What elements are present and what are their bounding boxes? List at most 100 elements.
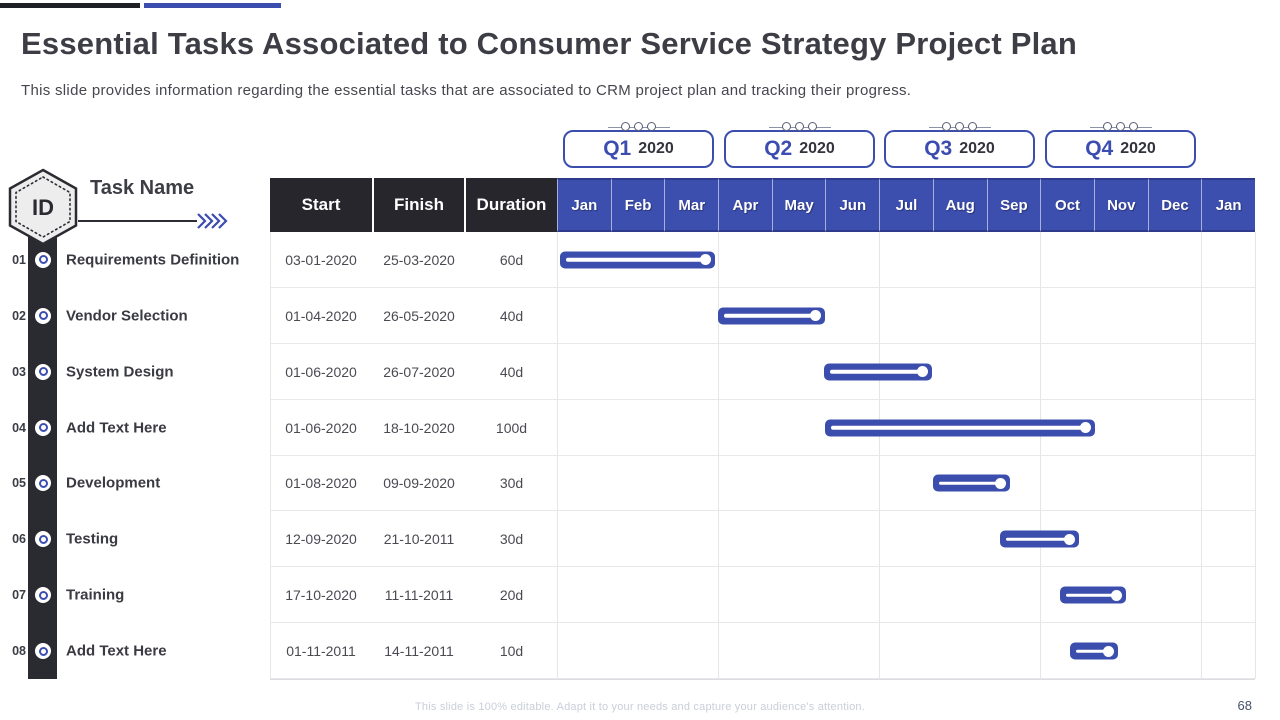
task-name: Add Text Here	[66, 419, 167, 437]
row-separator	[270, 398, 1255, 400]
gantt-bar-end-dot	[700, 254, 712, 266]
task-row: 06 Testing 12-09-2020 21-10-2011 30d	[0, 511, 1255, 568]
month-header-0: Jan	[557, 178, 611, 232]
gantt-bar-track	[1005, 537, 1066, 542]
gantt-bar-track	[565, 258, 703, 262]
task-row: 02 Vendor Selection 01-04-2020 26-05-2020 40…	[0, 288, 1255, 344]
row-separator	[270, 510, 1255, 512]
task-name-legend-label: Task Name	[90, 177, 195, 199]
task-bullet-icon	[35, 363, 51, 380]
gantt-bar-track	[829, 369, 919, 374]
task-id: 06	[12, 532, 26, 547]
page-subtitle: This slide provides information regardin…	[21, 82, 912, 99]
quarter-timeline-dots-icon	[928, 122, 991, 133]
gantt-bar	[932, 474, 1011, 492]
task-start-date: 01-06-2020	[285, 363, 357, 380]
id-badge-label: ID	[32, 195, 54, 220]
task-name: System Design	[66, 363, 174, 381]
gantt-bar-track	[724, 314, 813, 318]
timeline-dot-icon	[646, 122, 656, 131]
page-title: Essential Tasks Associated to Consumer S…	[21, 26, 1077, 61]
task-finish-date: 26-07-2020	[383, 363, 455, 380]
gantt-bar-track	[938, 481, 998, 486]
quarter-timeline-dots-icon	[768, 122, 831, 133]
grid-vline	[557, 232, 558, 679]
quarter-box-q4: Q4 2020	[1045, 122, 1196, 168]
quarter-timeline-dots-icon	[607, 122, 670, 133]
task-start-date: 12-09-2020	[285, 531, 357, 548]
timeline-dot-icon	[633, 122, 643, 131]
row-separator	[270, 286, 1255, 288]
task-id: 08	[12, 644, 26, 659]
month-header-12: Jan	[1201, 178, 1255, 232]
quarter-year: 2020	[638, 140, 674, 157]
gantt-bar	[559, 251, 716, 269]
timeline-dot-icon	[1128, 122, 1138, 131]
gantt-bar-track	[830, 425, 1082, 430]
gantt-bar-end-dot	[1079, 422, 1091, 434]
task-duration: 100d	[495, 419, 528, 436]
task-start-date: 03-01-2020	[285, 251, 357, 268]
task-bullet-icon	[35, 251, 51, 268]
grid-vline	[879, 232, 881, 679]
timeline-dot-icon	[807, 122, 817, 131]
gantt-bar-end-dot	[995, 477, 1007, 489]
column-header-start: Start	[270, 178, 372, 232]
task-start-date: 01-11-2011	[286, 643, 356, 660]
task-finish-date: 21-10-2011	[383, 531, 455, 548]
quarter-label: Q2	[764, 137, 793, 160]
task-duration: 20d	[499, 587, 524, 604]
task-id: 03	[12, 364, 26, 379]
column-header-duration: Duration	[466, 178, 557, 232]
task-bullet-icon	[35, 587, 51, 604]
task-finish-date: 14-11-2011	[384, 643, 454, 660]
task-id: 02	[12, 308, 26, 323]
task-finish-date: 25-03-2020	[383, 251, 455, 268]
task-finish-date: 09-09-2020	[383, 475, 455, 492]
month-header-8: Sep	[986, 178, 1041, 232]
month-header-2: Mar	[664, 178, 719, 232]
column-header-finish: Finish	[374, 178, 464, 232]
task-name: Development	[66, 474, 161, 492]
month-header-9: Oct	[1040, 178, 1094, 232]
task-bullet-icon	[35, 307, 51, 324]
row-separator	[270, 622, 1255, 624]
timeline-dot-icon	[620, 122, 630, 131]
task-name: Testing	[66, 530, 119, 548]
task-id: 07	[12, 588, 26, 603]
timeline-dot-icon	[781, 122, 791, 131]
row-separator	[270, 342, 1255, 344]
month-header-4: May	[771, 178, 826, 232]
quarter-label: Q1	[603, 137, 632, 160]
task-name-arrow-line	[78, 220, 197, 223]
table-bottom-border	[270, 679, 1255, 680]
page-number: 68	[1237, 698, 1252, 713]
quarter-box-q3: Q3 2020	[884, 122, 1035, 168]
task-name: Add Text Here	[66, 642, 167, 660]
top-accent-bar-blue	[144, 3, 281, 8]
task-start-date: 01-06-2020	[285, 419, 357, 436]
quarter-year: 2020	[959, 140, 995, 157]
task-duration: 30d	[499, 475, 524, 492]
task-name: Training	[66, 586, 125, 604]
task-start-date: 01-08-2020	[285, 475, 357, 492]
grid-vline	[1040, 232, 1042, 679]
task-bullet-icon	[35, 643, 51, 660]
task-row: 04 Add Text Here 01-06-2020 18-10-2020 100d	[0, 400, 1255, 456]
grid-vline	[1201, 232, 1203, 679]
quarter-box-q1: Q1 2020	[563, 122, 714, 168]
gantt-bar-track	[1066, 593, 1114, 597]
gantt-bar	[999, 530, 1079, 548]
task-row: 01 Requirements Definition 03-01-2020 25-03…	[0, 232, 1255, 288]
task-bullet-icon	[35, 475, 51, 492]
task-id: 05	[12, 476, 26, 491]
grid-vline	[1255, 232, 1256, 679]
quarter-label: Q4	[1085, 137, 1114, 160]
quarter-label: Q3	[924, 137, 953, 160]
quarter-year: 2020	[1120, 140, 1156, 157]
gantt-bar	[1060, 586, 1127, 604]
footer-note: This slide is 100% editable. Adapt it to…	[415, 701, 865, 713]
month-header-6: Jul	[879, 178, 933, 232]
task-duration: 30d	[499, 531, 524, 548]
task-duration: 10d	[499, 643, 524, 660]
